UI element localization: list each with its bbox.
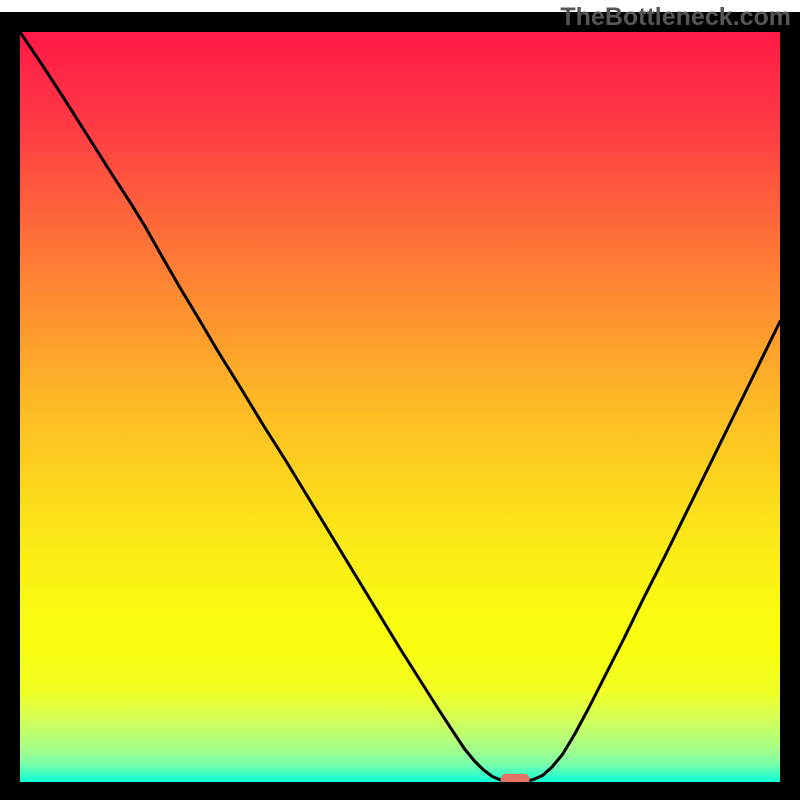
optimum-marker [500, 774, 529, 785]
plot-area [20, 32, 780, 782]
plot-border [780, 12, 800, 800]
chart-frame: TheBottleneck.com [0, 0, 800, 800]
watermark-text: TheBottleneck.com [560, 3, 791, 32]
plot-border [0, 12, 20, 800]
bottleneck-curve [20, 32, 780, 782]
plot-border [0, 782, 800, 800]
